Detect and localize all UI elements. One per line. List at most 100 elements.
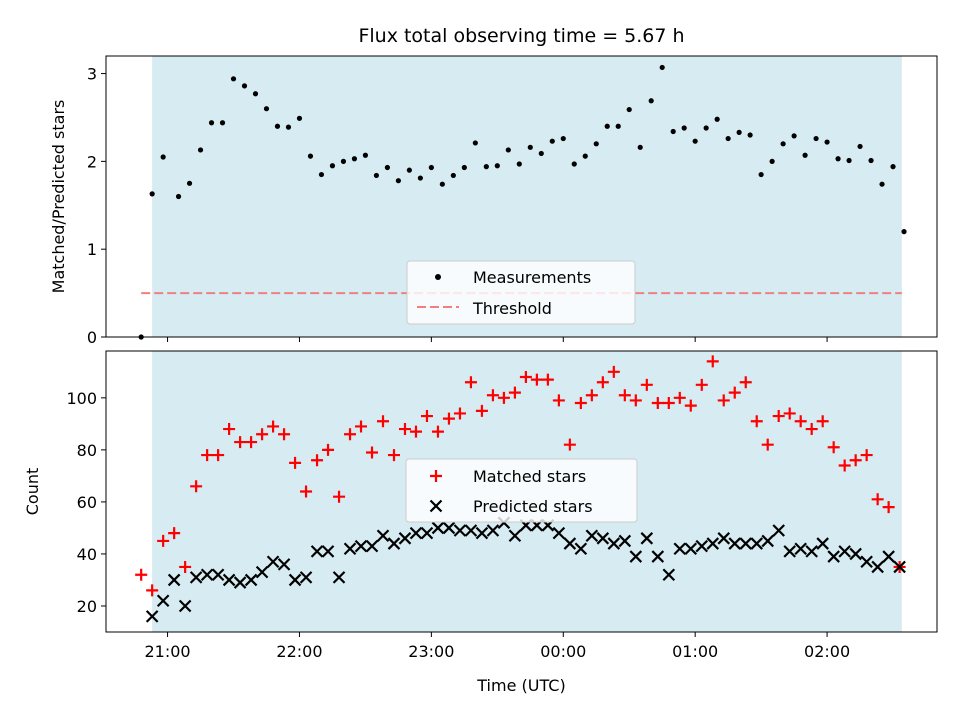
matched-star-point <box>322 443 335 456</box>
top-y-tick-label: 0 <box>87 328 97 347</box>
matched-star-point <box>355 420 368 433</box>
measurement-point <box>527 144 533 150</box>
matched-star-point <box>827 441 840 454</box>
predicted-star-point <box>739 537 753 550</box>
matched-star-point <box>706 355 719 368</box>
matched-star-point <box>684 399 697 412</box>
predicted-star-point <box>310 545 324 558</box>
measurement-point <box>160 154 166 160</box>
predicted-star-point <box>233 576 247 589</box>
matched-star-point <box>311 454 324 467</box>
predicted-star-point <box>431 521 445 535</box>
measurement-point <box>417 175 423 181</box>
predicted-star-point <box>244 573 258 587</box>
predicted-star-point <box>321 545 335 558</box>
measurement-point <box>230 76 237 82</box>
measurement-point <box>329 163 336 169</box>
measurement-point <box>263 106 270 112</box>
measurement-point <box>747 132 753 138</box>
matched-star-point <box>530 373 543 386</box>
measurement-point <box>780 141 786 147</box>
predicted-star-point <box>750 537 764 550</box>
measurement-point <box>692 138 698 144</box>
measurement-point <box>384 164 390 171</box>
matched-star-point <box>344 428 357 441</box>
predicted-star-point <box>332 571 346 584</box>
matched-star-point <box>651 397 664 410</box>
predicted-star-point <box>255 565 269 579</box>
predicted-star-point <box>354 539 368 553</box>
top-y-ticks: 0 1 2 3 <box>87 65 106 347</box>
predicted-star-point <box>838 545 851 558</box>
matched-star-point <box>333 490 346 503</box>
top-y-tick-label: 2 <box>87 152 97 171</box>
measurement-point <box>450 172 456 179</box>
predicted-star-point <box>684 542 698 556</box>
predicted-star-point <box>189 571 203 584</box>
predicted-star-point <box>387 537 401 550</box>
predicted-star-point <box>717 532 731 545</box>
measurement-point <box>659 64 665 71</box>
measurement-point <box>241 83 248 89</box>
predicted-star-point <box>651 550 665 563</box>
measurement-point <box>307 153 314 159</box>
bottom-y-tick-label: 100 <box>66 389 97 408</box>
predicted-star-point <box>871 560 884 574</box>
predicted-star-point <box>860 555 873 569</box>
matched-star-point <box>420 410 433 423</box>
measurement-point <box>406 167 412 173</box>
bottom-x-tick-label: 21:00 <box>145 642 191 661</box>
matched-star-point <box>772 410 785 423</box>
matched-star-point <box>563 438 576 451</box>
measurement-point <box>549 138 555 144</box>
predicted-star-point <box>442 521 456 535</box>
predicted-star-point <box>761 534 774 548</box>
matched-star-point <box>574 397 587 410</box>
measurement-point <box>824 139 830 145</box>
predicted-star-point <box>882 550 895 563</box>
matched-star-point <box>234 436 247 449</box>
predicted-star-point <box>486 524 500 537</box>
bottom-y-tick-label: 20 <box>77 597 97 616</box>
measurements-legend-marker <box>435 274 441 280</box>
matched-star-point <box>871 493 884 506</box>
chart-title: Flux total observing time = 5.67 h <box>358 25 684 47</box>
predicted-star-point <box>827 550 840 563</box>
matched-star-point <box>201 449 214 462</box>
bottom-y-axis-label: Count <box>23 468 42 516</box>
matched-star-point <box>278 428 291 441</box>
predicted-star-point <box>849 547 862 561</box>
predicted-star-point <box>365 539 379 553</box>
matched-star-point <box>409 425 422 438</box>
legend-label-matched: Matched stars <box>473 467 586 486</box>
bottom-legend: Matched stars Predicted stars <box>405 458 638 523</box>
matched-star-point <box>783 407 796 420</box>
predicted-star-point <box>618 534 632 548</box>
matched-star-point <box>453 407 466 420</box>
bottom-x-tick-label: 02:00 <box>804 642 850 661</box>
matched-star-point <box>717 394 730 407</box>
matched-star-point <box>267 420 280 433</box>
measurement-point <box>461 164 467 171</box>
matched-star-point <box>695 378 708 391</box>
predicted-star-point <box>728 537 742 550</box>
predicted-star-point <box>805 545 818 558</box>
matched-star-point <box>519 371 532 384</box>
bottom-axes-frame <box>105 350 938 633</box>
predicted-star-point <box>420 526 434 540</box>
matched-star-point <box>366 446 379 459</box>
measurement-point <box>813 135 819 142</box>
matched-legend-marker <box>430 470 442 482</box>
predicted-star-point <box>343 542 357 556</box>
matched-star-point <box>629 394 642 407</box>
measurement-point <box>802 152 808 158</box>
predicted-star-point <box>288 573 302 587</box>
matched-star-point <box>816 415 829 428</box>
measurement-point <box>175 193 182 200</box>
bottom-y-tick-label: 80 <box>77 441 97 460</box>
top-legend-box <box>406 260 636 325</box>
predicted-star-point <box>508 529 522 543</box>
bottom-y-tick-label: 60 <box>77 493 97 512</box>
measurement-point <box>505 147 511 153</box>
